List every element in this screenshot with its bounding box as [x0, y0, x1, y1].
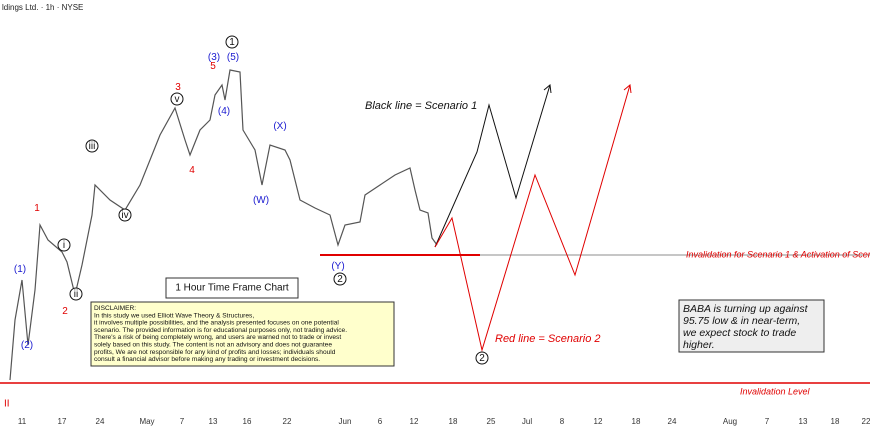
timeframe-box: [165, 277, 299, 299]
x-tick-label: 22: [283, 417, 292, 426]
x-tick-label: 7: [180, 417, 185, 426]
disclaimer-line: scenario. The provided information is fo…: [94, 327, 347, 334]
wave-label: iii: [89, 141, 96, 152]
wave-circle: [475, 351, 489, 365]
timeframe-label: 1 Hour Time Frame Chart: [175, 283, 289, 294]
x-tick-label: 12: [410, 417, 419, 426]
wave-label: (3): [208, 52, 220, 63]
wave-label: (Y): [331, 261, 344, 272]
x-tick-label: 24: [96, 417, 105, 426]
price-path: [9, 69, 438, 381]
wave-label: i: [63, 240, 65, 251]
disclaimer-box: [90, 301, 395, 367]
corner-label: II: [4, 399, 10, 410]
x-tick-label: 16: [243, 417, 252, 426]
x-tick-label: Aug: [723, 417, 737, 426]
x-tick-label: Jun: [339, 417, 352, 426]
x-tick-label: 18: [831, 417, 840, 426]
disclaimer-line: In this study we used Elliott Wave Theor…: [94, 312, 254, 319]
x-tick-label: Jul: [522, 417, 532, 426]
scenario1-label: Black line = Scenario 1: [365, 100, 477, 112]
scenario1-arrow: [543, 84, 552, 94]
wave-label: ii: [74, 289, 78, 300]
wave-label: 1: [34, 203, 40, 214]
wave-label: (X): [273, 121, 286, 132]
wave-circle: [170, 92, 184, 106]
note-line: higher.: [683, 339, 715, 351]
wave-label: 3: [175, 82, 181, 93]
wave-label: (5): [227, 52, 239, 63]
x-tick-label: 13: [799, 417, 808, 426]
wave-circle: [69, 287, 83, 301]
x-tick-label: 22: [862, 417, 870, 426]
x-axis: 11 17 24 May 7 13 16 22 Jun 6 12 18 25 Jul 8 12 18 24 Aug 7…: [18, 417, 870, 426]
wave-label: 2: [479, 353, 485, 364]
disclaimer-title: DISCLAIMER:: [94, 305, 136, 312]
scenario2-arrow: [623, 84, 632, 94]
note-line: 95.75 low & in near-term,: [683, 315, 800, 327]
x-tick-label: 13: [209, 417, 218, 426]
note-box: [678, 299, 825, 353]
note-line: we expect stock to trade: [683, 327, 796, 339]
x-tick-label: 12: [594, 417, 603, 426]
wave-label: 5: [210, 61, 216, 72]
scenario2-label: Red line = Scenario 2: [495, 333, 600, 345]
wave-label: (W): [253, 195, 269, 206]
disclaimer-line: profits, We are not responsible for any …: [94, 349, 336, 356]
wave-labels: 1 (3) (5) 5 3v (4) (X) iii 4 (W) 1 iv i (1) (Y) 2 ii 2 (2)…: [14, 35, 489, 365]
x-tick-label: 11: [18, 417, 27, 426]
x-tick-label: 25: [487, 417, 496, 426]
disclaimer-line: consult a financial advisor before makin…: [94, 356, 320, 363]
disclaimer: DISCLAIMER:In this study we used Elliott…: [94, 305, 347, 363]
wave-label: 1: [229, 37, 235, 48]
x-tick-label: 18: [449, 417, 458, 426]
wave-label: (4): [218, 106, 230, 117]
x-tick-label: 17: [58, 417, 67, 426]
x-tick-label: May: [139, 417, 154, 426]
scenario1-path: [434, 84, 551, 248]
wave-label: (1): [14, 264, 26, 275]
wave-label: iv: [121, 210, 128, 221]
x-tick-label: 18: [632, 417, 641, 426]
wave-circle: [333, 272, 347, 286]
wave-circle: [57, 238, 71, 252]
scenario2-path: [434, 84, 631, 352]
x-tick-label: 24: [668, 417, 677, 426]
wave-label: 2: [62, 306, 68, 317]
disclaimer-line: solely based on this study. The content …: [94, 341, 332, 348]
x-tick-label: 7: [765, 417, 770, 426]
x-tick-label: 8: [560, 417, 565, 426]
disclaimer-line: it involves multiple possibilities, and …: [94, 320, 339, 327]
invalidation-label: Invalidation for Scenario 1 & Activation…: [686, 249, 870, 259]
x-tick-label: 6: [378, 417, 383, 426]
wave-label: (2): [21, 340, 33, 351]
wave-circle: [85, 139, 99, 153]
note-line: BABA is turning up against: [683, 303, 809, 315]
chart-header: ldings Ltd. · 1h · NYSE: [2, 3, 83, 12]
invalidation-level-label: Invalidation Level: [740, 386, 811, 396]
wave-label: 2: [337, 274, 343, 285]
wave-circle: [225, 35, 239, 49]
wave-label: v: [175, 94, 180, 105]
wave-label: 4: [189, 165, 195, 176]
wave-circle: [118, 208, 132, 222]
disclaimer-line: There's a risk of being completely wrong…: [94, 334, 341, 341]
